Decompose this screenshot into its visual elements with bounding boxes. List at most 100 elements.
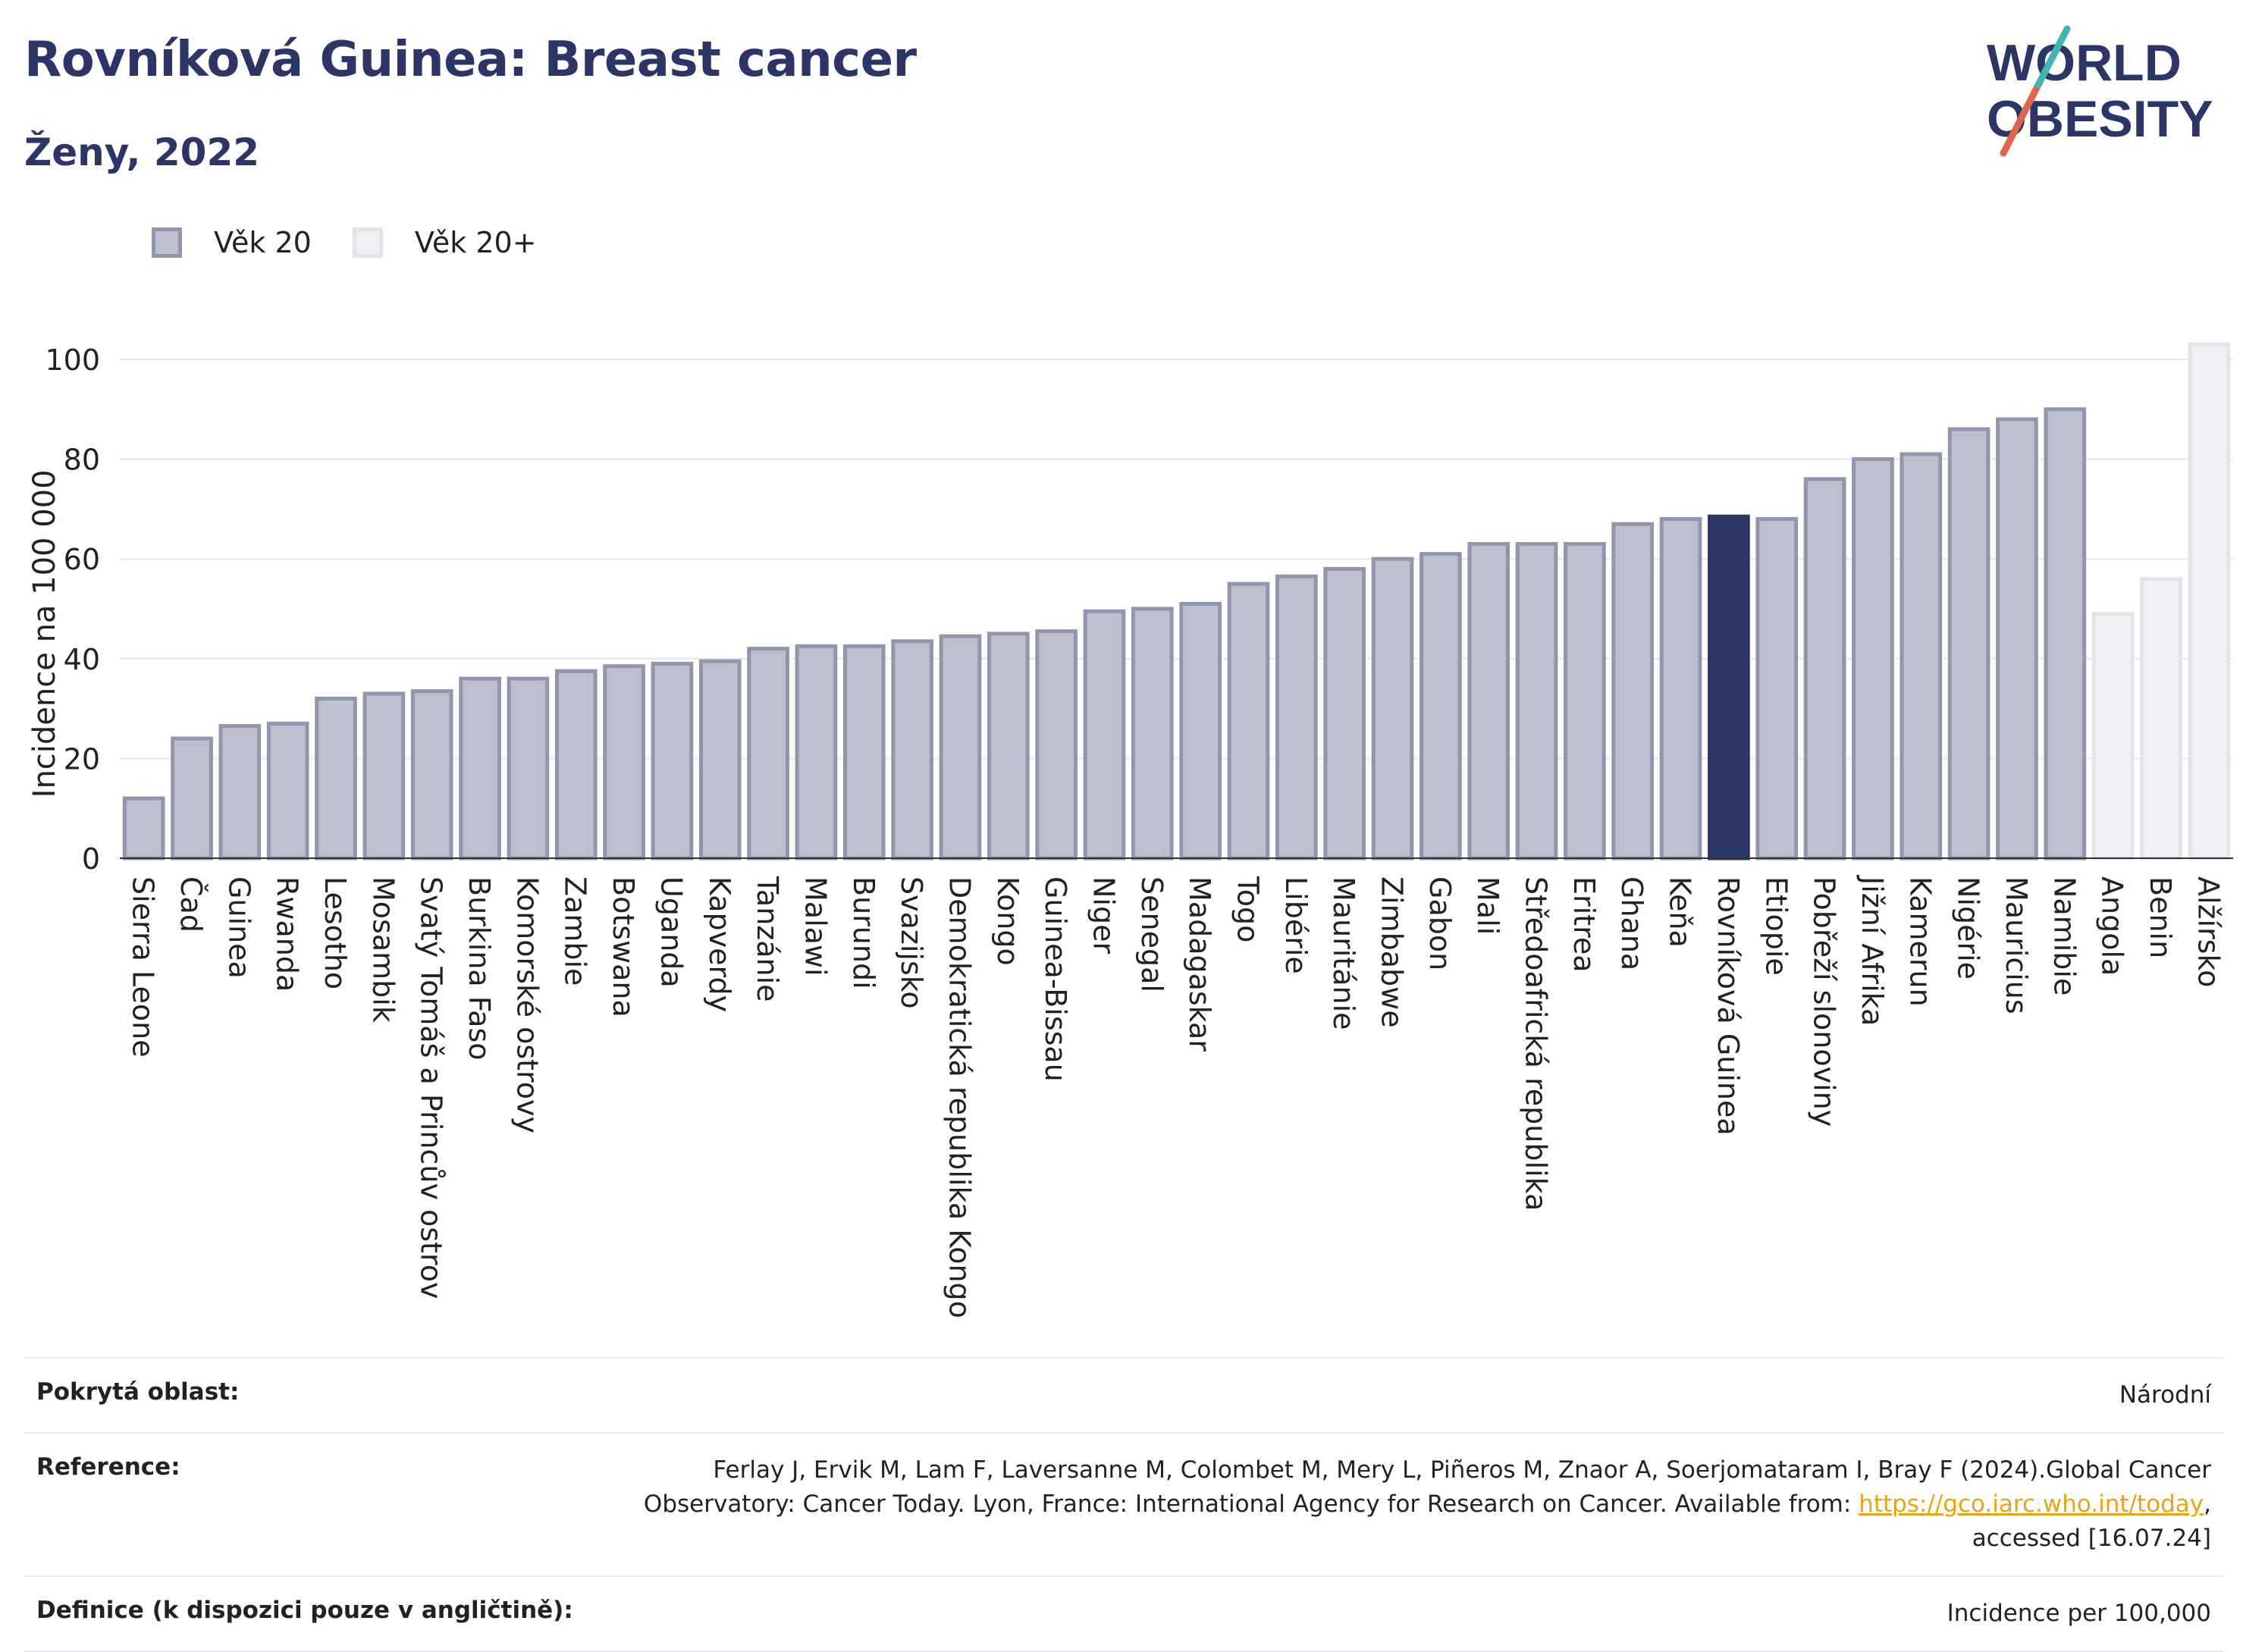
x-tick-label: Keňa (1664, 876, 1697, 948)
x-tick-label: Nigérie (1952, 876, 1985, 980)
y-axis-label: Incidence na 100 000 (27, 469, 62, 798)
bar (266, 721, 309, 860)
x-tick-label: Mosambik (366, 876, 400, 1023)
y-tick-label: 40 (64, 643, 100, 676)
x-tick-label: Senegal (1135, 876, 1169, 992)
bar (1803, 477, 1846, 860)
bar (459, 676, 501, 860)
x-tick-label: Středoafrická republika (1520, 876, 1553, 1211)
bar (362, 691, 406, 860)
bar (1852, 457, 1894, 860)
x-tick-label: Malawi (798, 876, 832, 976)
bar (554, 669, 598, 860)
x-tick-label: Uganda (654, 876, 688, 988)
x-tick-label: Svazijsko (895, 876, 928, 1009)
bar (1515, 541, 1558, 860)
bar (1467, 541, 1510, 860)
bar (1659, 517, 1702, 860)
reference-suffix: , accessed [16.07.24] (1972, 1490, 2211, 1552)
x-tick-label: Mauritánie (1327, 876, 1360, 1030)
bar (1227, 581, 1270, 860)
bar (1371, 556, 1414, 860)
bar (747, 647, 789, 860)
bar (1947, 427, 1990, 860)
x-tick-label: Etiopie (1759, 876, 1793, 976)
x-tick-label: Ghana (1615, 876, 1649, 970)
bar (1035, 629, 1078, 860)
bar (698, 659, 742, 860)
x-tick-label: Pobřeží slonoviny (1808, 876, 1841, 1127)
x-tick-label: Gabon (1423, 876, 1457, 970)
definition-label: Definice (k dispozici pouze v angličtině… (36, 1596, 573, 1624)
x-tick-label: Mali (1471, 876, 1504, 935)
bar (939, 634, 982, 860)
legend-swatch-age20plus (352, 227, 383, 258)
bar (410, 689, 453, 860)
x-tick-label: Libérie (1279, 876, 1313, 974)
x-tick-label: Zambie (559, 876, 592, 986)
x-tick-label: Komorské ostrovy (510, 876, 544, 1133)
bar (1755, 517, 1799, 860)
bar (2188, 342, 2231, 860)
reference-label: Reference: (36, 1453, 180, 1481)
bar (891, 639, 933, 860)
definition-value: Incidence per 100,000 (1947, 1599, 2211, 1627)
x-tick-label: Namibie (2047, 876, 2081, 995)
x-tick-label: Botswana (607, 876, 640, 1017)
y-tick-label: 60 (64, 543, 100, 576)
x-tick-label: Kongo (991, 876, 1024, 966)
bar (2140, 577, 2182, 860)
x-tick-label: Svatý Tomáš a Princův ostrov (415, 876, 448, 1299)
bar (1275, 574, 1318, 860)
footer-row-coverage: Pokrytá oblast: Národní (24, 1357, 2223, 1432)
world-obesity-logo: WORLD OBESITY (1987, 25, 2213, 157)
reference-link[interactable]: https://gco.iarc.who.int/today (1859, 1490, 2204, 1518)
y-tick-label: 20 (64, 742, 100, 776)
legend-label-age20: Věk 20 (214, 226, 312, 259)
bar (603, 664, 645, 860)
bar (1996, 417, 2038, 860)
bar (1611, 522, 1655, 860)
chart-title: Rovníková Guinea: Breast cancer (24, 32, 917, 88)
bar (651, 661, 694, 860)
bar (1899, 452, 1943, 860)
x-tick-label: Jižní Afrika (1856, 875, 1889, 1026)
bar-chart: 0 20 40 60 80 100 Incidence na 100 000 Sierra L… (27, 342, 2233, 1318)
footer-row-definition: Definice (k dispozici pouze v angličtině… (24, 1575, 2223, 1652)
x-tick-label: Kamerun (1903, 876, 1937, 1007)
reference-value: Ferlay J, Ervik M, Lam F, Laversanne M, … (581, 1453, 2211, 1556)
bar (1131, 607, 1174, 860)
bar (1708, 514, 1750, 860)
chart-subtitle: Ženy, 2022 (24, 130, 260, 174)
legend-label-age20plus: Věk 20+ (414, 226, 537, 259)
y-tick-label: 100 (45, 343, 100, 377)
bar (1179, 601, 1222, 860)
x-tick-label: Rwanda (271, 876, 304, 992)
legend-swatch-age20 (152, 227, 182, 258)
bar (1083, 609, 1126, 860)
bar (987, 632, 1030, 860)
x-tick-label: Burkina Faso (463, 876, 496, 1061)
x-tick-label: Guinea-Bissau (1039, 876, 1072, 1082)
bar (507, 676, 550, 860)
bar (1564, 541, 1606, 860)
x-tick-label: Kapverdy (703, 876, 736, 1012)
x-tick-label: Alžírsko (2191, 876, 2225, 987)
bar (315, 696, 357, 860)
x-tick-label: Guinea (222, 876, 256, 979)
y-tick-label: 80 (64, 444, 100, 477)
bar (171, 736, 213, 860)
x-tick-label: Burundi (847, 876, 880, 989)
y-tick-label: 0 (82, 842, 100, 876)
coverage-value: Národní (2119, 1381, 2211, 1409)
logo-line1: WORLD (1987, 34, 2182, 92)
x-tick-label: Benin (2144, 876, 2177, 958)
footer-row-reference: Reference: Ferlay J, Ervik M, Lam F, Lav… (24, 1431, 2223, 1575)
x-tick-label: Madagaskar (1183, 876, 1216, 1052)
legend-item-age20plus[interactable]: Věk 20+ (352, 226, 537, 259)
bar (122, 796, 165, 860)
legend-item-age20[interactable]: Věk 20 (152, 226, 312, 259)
x-tick-label: Eritrea (1567, 876, 1601, 973)
bar (2091, 612, 2135, 860)
x-tick-label: Niger (1087, 876, 1120, 954)
